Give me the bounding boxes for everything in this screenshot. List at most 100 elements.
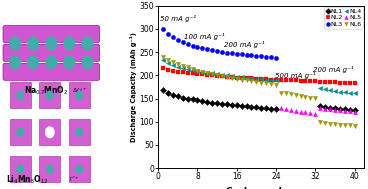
- NL4: [273, 79, 279, 82]
- NL6: [185, 66, 191, 69]
- NL4: [170, 64, 176, 67]
- NL3: [185, 42, 191, 45]
- Circle shape: [17, 165, 24, 173]
- NL2: [239, 76, 245, 79]
- FancyBboxPatch shape: [3, 26, 100, 43]
- NL3: [239, 53, 245, 56]
- NL5: [307, 112, 313, 115]
- NL1: [347, 108, 353, 111]
- NL2: [273, 78, 279, 81]
- NL2: [204, 73, 210, 76]
- NL1: [317, 105, 323, 108]
- NL6: [214, 73, 220, 76]
- NL5: [293, 110, 298, 113]
- NL4: [337, 90, 343, 93]
- NL2: [190, 72, 195, 75]
- NL4: [244, 76, 250, 79]
- Legend: NL1, NL2, NL3, NL4, NL5, NL6: NL1, NL2, NL3, NL4, NL5, NL6: [324, 7, 363, 29]
- NL1: [248, 105, 254, 108]
- NL2: [332, 81, 338, 84]
- NL4: [351, 92, 357, 95]
- NL5: [298, 111, 304, 114]
- NL2: [342, 81, 348, 84]
- NL6: [219, 74, 225, 77]
- NL3: [248, 54, 254, 57]
- Circle shape: [17, 91, 24, 100]
- Circle shape: [46, 127, 54, 138]
- NL4: [322, 87, 328, 90]
- NL1: [190, 98, 195, 101]
- NL1: [332, 107, 338, 110]
- NL6: [307, 96, 313, 99]
- NL4: [219, 73, 225, 76]
- NL6: [160, 55, 166, 58]
- NL4: [199, 70, 205, 74]
- NL4: [347, 91, 353, 94]
- NL3: [195, 46, 201, 49]
- NL6: [342, 123, 348, 126]
- NL1: [195, 98, 201, 101]
- Text: 50 mA g⁻¹: 50 mA g⁻¹: [160, 15, 196, 22]
- NL4: [165, 62, 171, 65]
- NL3: [190, 44, 195, 47]
- NL4: [234, 75, 240, 78]
- NL2: [283, 78, 289, 81]
- NL6: [288, 92, 294, 95]
- NL6: [273, 84, 279, 87]
- NL3: [204, 47, 210, 50]
- NL3: [268, 56, 274, 59]
- NL2: [268, 78, 274, 81]
- NL3: [244, 53, 250, 56]
- NL6: [298, 94, 304, 97]
- NL6: [322, 121, 328, 124]
- NL5: [283, 108, 289, 111]
- NL6: [165, 58, 171, 61]
- NL3: [180, 40, 186, 43]
- NL3: [209, 48, 215, 51]
- NL6: [204, 71, 210, 74]
- NL1: [214, 102, 220, 105]
- NL6: [312, 97, 318, 100]
- NL4: [342, 91, 348, 94]
- Circle shape: [46, 165, 53, 173]
- Text: Li$_4$Mn$_5$O$_{12}$: Li$_4$Mn$_5$O$_{12}$: [6, 174, 49, 186]
- NL1: [351, 109, 357, 112]
- NL3: [219, 50, 225, 53]
- NL5: [288, 109, 294, 112]
- NL2: [165, 68, 171, 71]
- NL2: [317, 80, 323, 83]
- NL1: [170, 93, 176, 96]
- NL6: [302, 95, 308, 98]
- NL3: [258, 55, 264, 58]
- NL4: [327, 88, 333, 91]
- Y-axis label: Discharge Capacity (mAh g⁻¹): Discharge Capacity (mAh g⁻¹): [130, 32, 137, 142]
- Circle shape: [76, 91, 82, 100]
- NL2: [185, 71, 191, 74]
- NL2: [209, 74, 215, 77]
- NL4: [224, 74, 230, 77]
- Circle shape: [46, 37, 57, 50]
- NL2: [337, 81, 343, 84]
- Text: $\Gamma^{*+}$: $\Gamma^{*+}$: [70, 175, 80, 184]
- NL2: [347, 81, 353, 84]
- NL4: [195, 70, 201, 73]
- NL6: [278, 91, 284, 94]
- Circle shape: [17, 128, 24, 136]
- NL2: [327, 81, 333, 84]
- NL4: [317, 86, 323, 89]
- NL4: [254, 77, 259, 80]
- NL2: [307, 79, 313, 82]
- NL6: [351, 124, 357, 127]
- NL2: [254, 77, 259, 80]
- NL6: [190, 68, 195, 71]
- NL2: [322, 80, 328, 83]
- NL5: [302, 111, 308, 114]
- NL2: [224, 75, 230, 78]
- NL2: [195, 72, 201, 75]
- NL4: [263, 78, 269, 81]
- NL4: [268, 78, 274, 81]
- NL2: [298, 79, 304, 82]
- NL4: [185, 68, 191, 71]
- NL3: [273, 56, 279, 59]
- NL1: [209, 101, 215, 104]
